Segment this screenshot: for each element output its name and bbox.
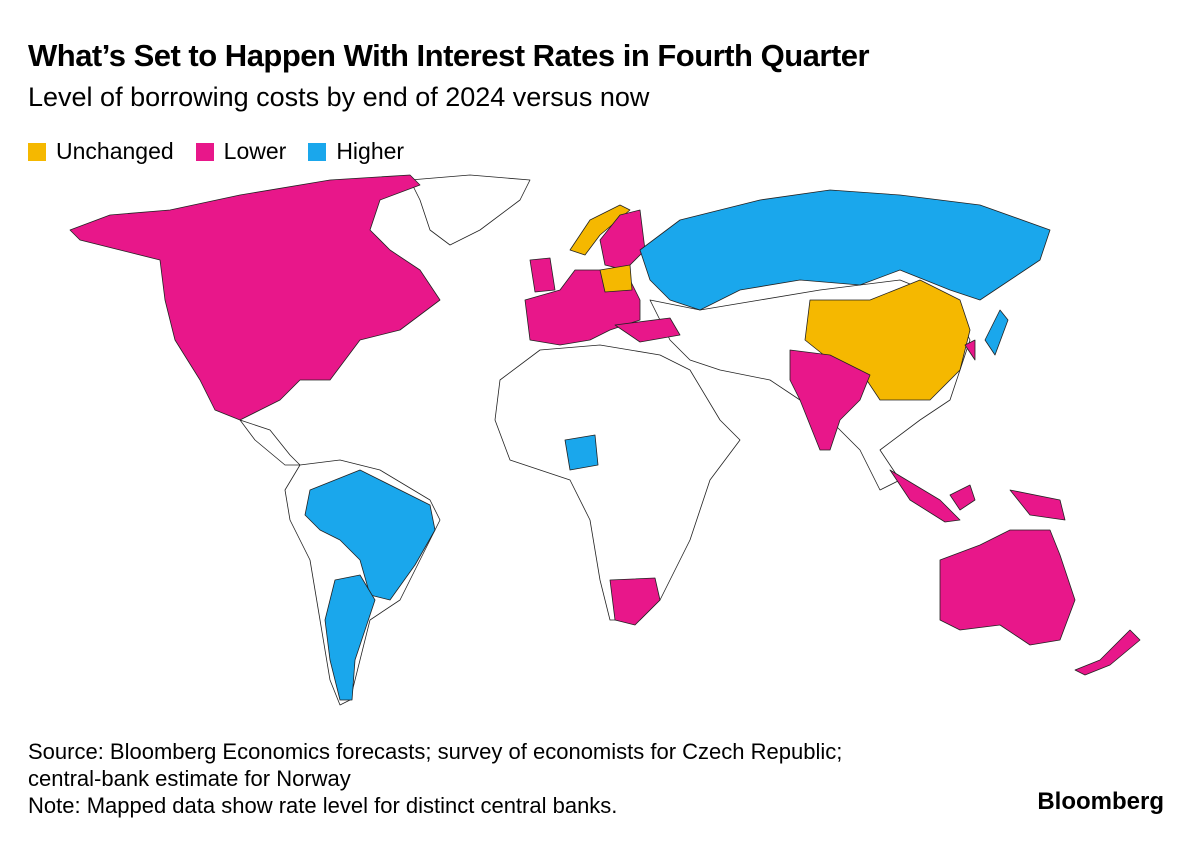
australia	[939, 529, 1076, 646]
legend-swatch	[308, 142, 327, 161]
world-map	[69, 174, 1141, 706]
legend-label: Unchanged	[56, 138, 174, 164]
indonesia	[1009, 489, 1066, 521]
india	[789, 349, 871, 451]
subtitle: Level of borrowing costs by end of 2024 …	[28, 82, 650, 112]
poland	[599, 264, 633, 293]
japan	[984, 309, 1009, 356]
central-america	[239, 419, 301, 466]
brand: Bloomberg	[1037, 788, 1164, 815]
south-africa	[609, 577, 661, 626]
legend-swatch	[195, 142, 214, 161]
legend-swatch	[28, 142, 46, 161]
legend: Unchanged Lower Higher	[28, 138, 404, 165]
legend-item: Lower	[195, 138, 287, 165]
africa	[494, 344, 741, 621]
source: Source: Bloomberg Economics forecasts; s…	[28, 739, 843, 791]
legend-item: Higher	[308, 138, 404, 165]
brazil	[304, 469, 436, 601]
nigeria	[564, 434, 599, 471]
title: What’s Set to Happen With Interest Rates…	[28, 38, 870, 73]
uk	[529, 257, 556, 293]
new-zealand	[1074, 629, 1141, 676]
indonesia	[889, 469, 961, 523]
north-america	[69, 174, 441, 421]
russia	[639, 189, 1051, 311]
footer: Source: Bloomberg Economics forecasts; s…	[28, 738, 868, 819]
turkey	[614, 317, 681, 343]
norway	[569, 204, 631, 256]
legend-label: Higher	[336, 138, 405, 164]
argentina	[324, 574, 376, 701]
note: Note: Mapped data show rate level for di…	[28, 793, 618, 818]
legend-item: Unchanged	[28, 138, 174, 165]
korea	[964, 339, 976, 361]
legend-label: Lower	[223, 138, 287, 164]
greenland	[409, 174, 531, 246]
indonesia	[949, 484, 976, 511]
